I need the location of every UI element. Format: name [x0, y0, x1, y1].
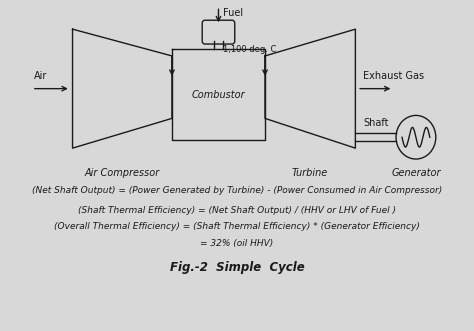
Text: (Overall Thermal Efficiency) = (Shaft Thermal Efficiency) * (Generator Efficienc: (Overall Thermal Efficiency) = (Shaft Th…: [54, 221, 420, 230]
Text: (Shaft Thermal Efficiency) = (Net Shaft Output) / (HHV or LHV of Fuel ): (Shaft Thermal Efficiency) = (Net Shaft …: [78, 206, 396, 215]
Text: Air Compressor: Air Compressor: [85, 168, 160, 178]
Text: Air: Air: [34, 71, 47, 81]
Text: Fuel: Fuel: [223, 8, 243, 18]
Text: Shaft: Shaft: [363, 118, 389, 128]
Text: Combustor: Combustor: [191, 90, 245, 100]
Text: Fig.-2  Simple  Cycle: Fig.-2 Simple Cycle: [170, 261, 304, 274]
Text: Turbine: Turbine: [292, 168, 328, 178]
Text: Generator: Generator: [391, 168, 441, 178]
Text: = 32% (oil HHV): = 32% (oil HHV): [201, 239, 273, 248]
Text: (Net Shaft Output) = (Power Generated by Turbine) - (Power Consumed in Air Compr: (Net Shaft Output) = (Power Generated by…: [32, 186, 442, 195]
Text: Exhaust Gas: Exhaust Gas: [363, 71, 424, 81]
Text: 1,100 deg. C: 1,100 deg. C: [223, 45, 276, 54]
